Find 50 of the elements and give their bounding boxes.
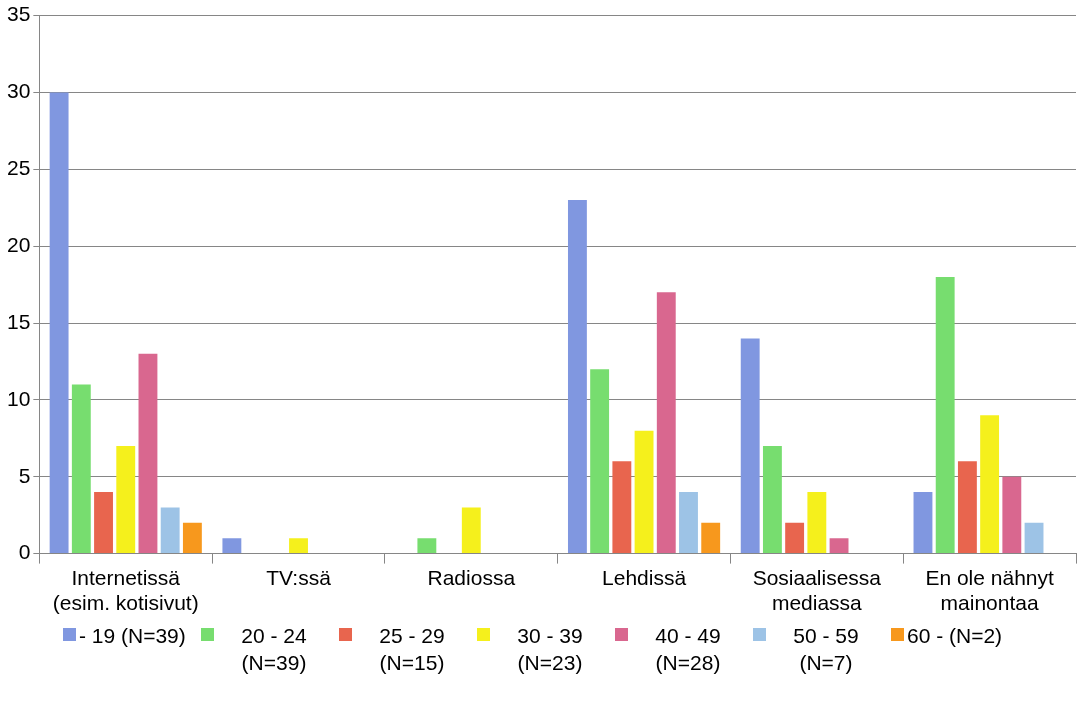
y-tick-label: 20 xyxy=(7,232,31,256)
bar xyxy=(1024,522,1044,554)
bar xyxy=(762,446,782,554)
bar xyxy=(679,492,698,554)
legend-label: - 19 (N=39) xyxy=(79,623,186,649)
x-tick-label: Lehdissä xyxy=(602,566,687,589)
y-tick-label: 5 xyxy=(18,463,31,487)
legend-label: 40 - 49 (N=28) xyxy=(654,623,722,676)
legend-label: 60 - (N=2) xyxy=(907,623,1003,649)
bar xyxy=(701,522,721,554)
bar xyxy=(590,369,610,554)
y-tick-label: 15 xyxy=(7,309,31,333)
bar xyxy=(1002,476,1022,554)
bar xyxy=(222,538,242,554)
y-tick-label: 10 xyxy=(7,386,31,410)
bar xyxy=(829,538,849,554)
bar xyxy=(807,492,827,554)
x-tick-label: Internetissä (esim. kotisivut) xyxy=(52,566,199,615)
bar xyxy=(160,507,180,554)
bar xyxy=(71,384,91,554)
y-tick-label: 35 xyxy=(7,2,31,26)
bar xyxy=(634,430,654,554)
bar xyxy=(49,92,69,554)
y-tick-label: 30 xyxy=(7,79,31,103)
x-tick-label: Sosiaalisessa mediassa xyxy=(752,566,882,615)
bar xyxy=(656,292,676,554)
x-tick-label: En ole nähnyt mainontaa xyxy=(925,566,1054,615)
bar xyxy=(461,507,481,554)
bar xyxy=(612,461,632,554)
bar xyxy=(94,492,113,554)
bar xyxy=(913,492,933,554)
bar xyxy=(182,522,202,554)
bar xyxy=(567,200,587,554)
bar xyxy=(935,276,955,554)
legend-label: 20 - 24 (N=39) xyxy=(240,623,308,676)
bar xyxy=(740,338,760,554)
legend-label: 50 - 59 (N=7) xyxy=(792,623,860,676)
bar xyxy=(417,538,437,554)
y-tick-label: 25 xyxy=(7,156,31,180)
bar xyxy=(289,538,308,554)
legend-label: 30 - 39 (N=23) xyxy=(516,623,584,676)
bar xyxy=(138,353,158,554)
bar xyxy=(116,446,136,554)
bar xyxy=(980,415,1000,554)
bar xyxy=(785,522,805,554)
x-tick-label: TV:ssä xyxy=(266,566,332,589)
bar xyxy=(957,461,977,554)
y-tick-label: 0 xyxy=(18,540,31,564)
x-tick-label: Radiossa xyxy=(427,566,516,589)
legend-label: 25 - 29 (N=15) xyxy=(378,623,446,676)
